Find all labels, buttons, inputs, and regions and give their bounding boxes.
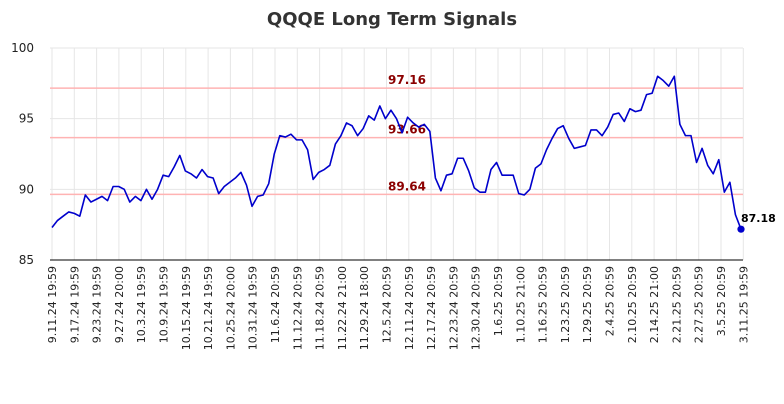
x-tick-label: 12.23.24 20:59 [447,266,460,350]
reference-line-label: 93.66 [388,123,426,137]
x-tick-label: 11.12.24 20:59 [291,266,304,350]
x-tick-label: 2.4.25 20:59 [604,266,617,336]
chart-title: QQQE Long Term Signals [267,9,517,30]
x-tick-label: 11.29.24 18:00 [358,266,371,350]
last-value-label: 87.18 [741,212,776,225]
x-tick-label: 3.5.25 20:59 [715,266,728,336]
x-tick-label: 2.27.25 20:59 [693,266,706,343]
x-tick-label: 9.11.24 19:59 [46,266,59,343]
grid-layer: 85 90 95 100 [11,41,744,267]
x-tick-label: 1.29.25 20:59 [581,266,594,343]
last-point-marker [737,225,745,233]
x-tick-label: 10.21.24 19:59 [202,266,215,350]
x-tick-label: 12.30.24 20:59 [470,266,483,350]
x-tick-label: 11.18.24 20:59 [314,266,327,350]
x-tick-label: 10.31.24 19:59 [247,266,260,350]
axis-layer: 9.11.24 19:59 9.17.24 19:59 9.23.24 19:59 9… [46,259,750,350]
series-line [51,75,742,230]
x-tick-label: 12.5.24 20:59 [381,266,394,343]
x-tick-label: 10.15.24 19:59 [180,266,193,350]
x-tick-label: 2.14.25 21:00 [648,266,661,343]
x-tick-label: 1.23.25 20:59 [559,266,572,343]
y-tick-label: 90 [19,182,34,196]
x-tick-label: 1.16.25 20:59 [537,266,550,343]
reference-lines: 97.16 93.66 89.64 [50,73,743,196]
x-tick-label: 1.6.25 20:59 [492,266,505,336]
x-tick-label: 11.22.24 21:00 [336,266,349,350]
y-tick-label: 100 [11,41,34,55]
x-tick-label: 9.17.24 19:59 [68,266,81,343]
x-tick-label: 10.3.24 19:59 [135,266,148,343]
x-tick-label: 12.11.24 20:59 [403,266,416,350]
x-tick-label: 9.23.24 19:59 [91,266,104,343]
x-tick-label: 9.27.24 20:00 [113,266,126,343]
x-tick-label: 2.21.25 20:59 [670,266,683,343]
x-tick-label: 3.11.25 19:59 [737,266,750,343]
y-tick-label: 95 [19,112,34,126]
x-tick-label: 10.25.24 20:00 [224,266,237,350]
x-tick-label: 10.9.24 19:59 [158,266,171,343]
x-tick-label: 11.6.24 20:59 [269,266,282,343]
series-layer: 87.18 [51,75,776,233]
x-tick-label: 2.10.25 20:59 [626,266,639,343]
x-tick-label: 1.10.25 21:00 [514,266,527,343]
y-tick-label: 85 [19,253,34,267]
reference-line-label: 89.64 [388,179,426,193]
reference-line-label: 97.16 [388,73,426,87]
x-tick-label: 12.17.24 20:59 [425,266,438,350]
